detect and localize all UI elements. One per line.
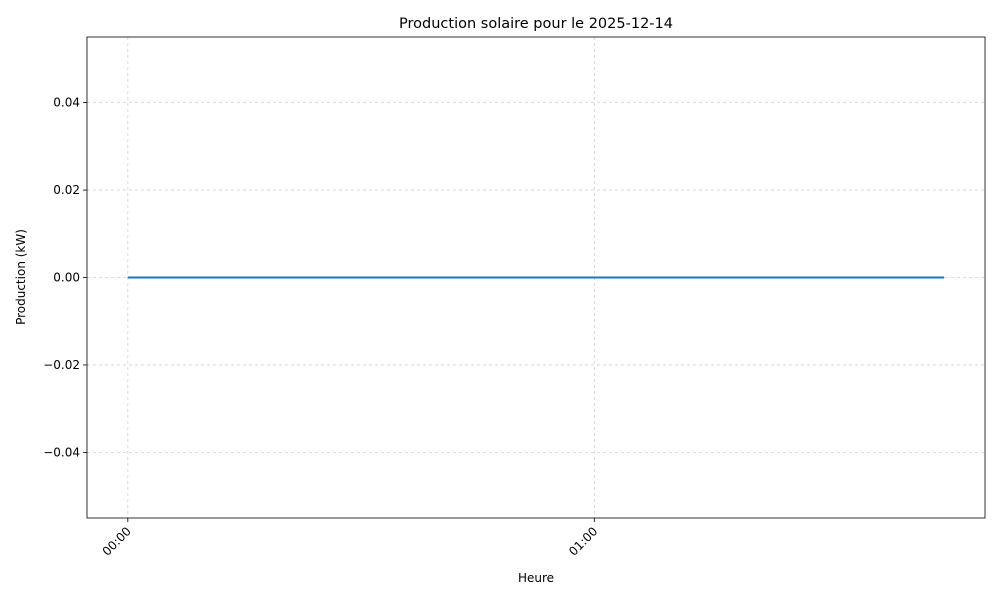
y-tick-label: 0.04	[53, 96, 80, 110]
chart-title: Production solaire pour le 2025-12-14	[399, 16, 673, 32]
y-tick-label: 0.00	[53, 271, 80, 285]
axes-frame	[86, 36, 986, 519]
y-tick-label: 0.02	[53, 183, 80, 197]
x-axis-label: Heure	[518, 571, 554, 585]
y-axis-label: Production (kW)	[14, 229, 28, 325]
y-tick-label: −0.02	[43, 358, 80, 372]
y-tick-label: −0.04	[43, 445, 80, 459]
